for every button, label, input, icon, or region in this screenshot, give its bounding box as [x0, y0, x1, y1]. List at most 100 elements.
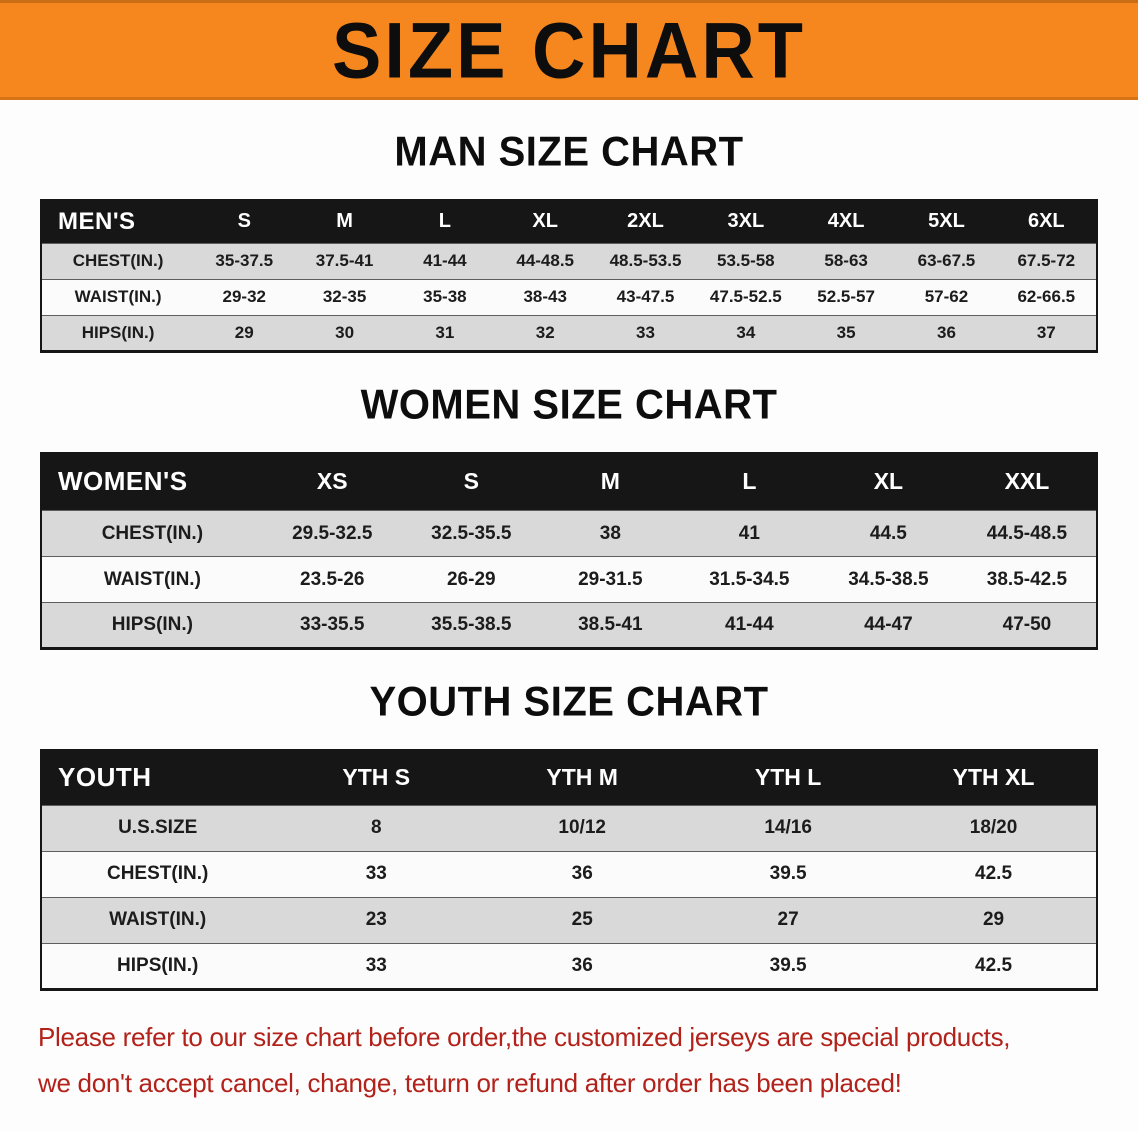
size-value: 30: [294, 314, 395, 352]
measurement-row: HIPS(IN.) 33-35.5 35.5-38.5 38.5-41 41-44 44-…: [41, 602, 1097, 649]
size-column-header: XXL: [957, 452, 1097, 511]
size-column-header: M: [294, 200, 395, 243]
size-value: 33: [273, 942, 480, 990]
size-column-header: YTH XL: [891, 750, 1097, 805]
section-youth-size-chart: YOUTH SIZE CHART YOUTH YTH S YTH M YTH L YTH…: [0, 679, 1138, 991]
size-value: 41-44: [679, 602, 819, 649]
size-column-header: XL: [495, 200, 596, 243]
size-value: 38.5-41: [540, 602, 680, 649]
size-value: 18/20: [891, 804, 1097, 852]
disclaimer-line-2: we don't accept cancel, change, teturn o…: [38, 1067, 902, 1098]
size-value: 42.5: [891, 850, 1097, 898]
size-column-header: 6XL: [996, 200, 1097, 243]
table-header-row: WOMEN'S XS S M L XL XXL: [41, 452, 1097, 511]
size-value: 58-63: [795, 242, 897, 280]
row-label: CHEST(IN.): [41, 242, 195, 280]
row-label: CHEST(IN.): [41, 510, 263, 557]
size-column-header: 3XL: [695, 200, 796, 243]
size-value: 26-29: [401, 556, 541, 603]
measurement-row: WAIST(IN.) 23.5-26 26-29 29-31.5 31.5-34.5 34…: [41, 556, 1097, 603]
row-label: WAIST(IN.): [41, 556, 263, 603]
size-column-header: YTH L: [685, 750, 892, 805]
women-chart-heading: WOMEN SIZE CHART: [360, 381, 778, 428]
size-column-header: YTH M: [479, 750, 686, 805]
disclaimer: Please refer to our size chart before or…: [38, 1019, 1100, 1102]
size-value: 29: [194, 314, 295, 352]
size-value: 35.5-38.5: [401, 602, 541, 649]
size-value: 57-62: [896, 278, 997, 316]
table-title-cell: WOMEN'S: [41, 452, 263, 511]
size-value: 32.5-35.5: [401, 510, 541, 557]
size-value: 41-44: [394, 242, 496, 280]
row-label: U.S.SIZE: [41, 804, 274, 852]
size-value: 10/12: [479, 804, 686, 852]
size-value: 38: [540, 510, 680, 557]
measurement-row: HIPS(IN.) 33 36 39.5 42.5: [41, 942, 1097, 990]
size-value: 27: [685, 896, 892, 944]
size-value: 41: [679, 510, 819, 557]
size-value: 35-37.5: [194, 242, 295, 280]
table-title-cell: YOUTH: [41, 750, 274, 805]
size-value: 62-66.5: [996, 278, 1097, 316]
size-column-header: 4XL: [795, 200, 897, 243]
size-value: 32-35: [294, 278, 395, 316]
section-men-size-chart: MAN SIZE CHART MEN'S S M L XL 2XL 3XL 4XL 5XL 6XL…: [0, 129, 1138, 353]
size-value: 42.5: [891, 942, 1097, 990]
size-value: 44-47: [818, 602, 958, 649]
measurement-row: U.S.SIZE 8 10/12 14/16 18/20: [41, 804, 1097, 852]
measurement-row: CHEST(IN.) 29.5-32.5 32.5-35.5 38 41 44.5 44.5…: [41, 510, 1097, 557]
size-value: 43-47.5: [595, 278, 696, 316]
size-value: 37: [996, 314, 1097, 352]
row-label: WAIST(IN.): [41, 896, 274, 944]
size-column-header: 2XL: [595, 200, 696, 243]
size-value: 52.5-57: [795, 278, 897, 316]
measurement-row: WAIST(IN.) 23 25 27 29: [41, 896, 1097, 944]
size-column-header: L: [679, 452, 819, 511]
row-label: HIPS(IN.): [41, 942, 274, 990]
size-value: 63-67.5: [896, 242, 997, 280]
size-value: 53.5-58: [695, 242, 796, 280]
size-value: 33-35.5: [262, 602, 402, 649]
size-value: 23: [273, 896, 480, 944]
size-column-header: XL: [818, 452, 958, 511]
size-value: 34.5-38.5: [818, 556, 958, 603]
row-label: HIPS(IN.): [41, 602, 263, 649]
size-value: 29-31.5: [540, 556, 680, 603]
size-value: 29-32: [194, 278, 295, 316]
size-value: 35-38: [394, 278, 496, 316]
size-value: 29.5-32.5: [262, 510, 402, 557]
measurement-row: HIPS(IN.) 29 30 31 32 33 34 35 36 37: [41, 314, 1097, 352]
size-column-header: 5XL: [896, 200, 997, 243]
women-size-table: WOMEN'S XS S M L XL XXL CHEST(IN.) 29.5-32.5 32.5…: [40, 451, 1098, 650]
size-value: 35: [795, 314, 897, 352]
size-value: 44.5: [818, 510, 958, 557]
size-value: 39.5: [685, 850, 892, 898]
size-value: 48.5-53.5: [595, 242, 696, 280]
row-label: CHEST(IN.): [41, 850, 274, 898]
banner: SIZE CHART: [0, 0, 1138, 100]
size-value: 14/16: [685, 804, 892, 852]
size-column-header: YTH S: [273, 750, 480, 805]
size-value: 36: [479, 942, 686, 990]
size-value: 47.5-52.5: [695, 278, 796, 316]
size-value: 25: [479, 896, 686, 944]
measurement-row: WAIST(IN.) 29-32 32-35 35-38 38-43 43-47.5 47.…: [41, 278, 1097, 316]
table-header-row: MEN'S S M L XL 2XL 3XL 4XL 5XL 6XL: [41, 200, 1097, 243]
size-column-header: S: [194, 200, 295, 243]
size-value: 34: [695, 314, 796, 352]
size-value: 38-43: [495, 278, 596, 316]
size-value: 36: [896, 314, 997, 352]
measurement-row: CHEST(IN.) 33 36 39.5 42.5: [41, 850, 1097, 898]
size-column-header: S: [401, 452, 541, 511]
size-value: 31.5-34.5: [679, 556, 819, 603]
disclaimer-line-1: Please refer to our size chart before or…: [38, 1021, 1011, 1052]
table-header-row: YOUTH YTH S YTH M YTH L YTH XL: [41, 750, 1097, 805]
size-value: 23.5-26: [262, 556, 402, 603]
size-value: 31: [394, 314, 496, 352]
table-title-cell: MEN'S: [41, 200, 195, 243]
size-value: 37.5-41: [294, 242, 395, 280]
size-value: 33: [273, 850, 480, 898]
row-label: WAIST(IN.): [41, 278, 195, 316]
men-size-table: MEN'S S M L XL 2XL 3XL 4XL 5XL 6XL CHEST(IN.) 35-37…: [40, 199, 1098, 353]
